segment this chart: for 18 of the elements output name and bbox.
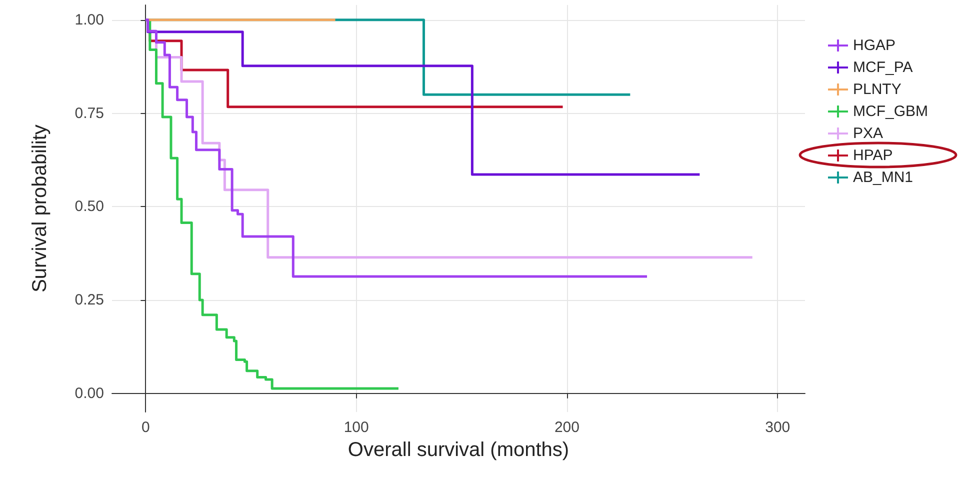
legend-label: HPAP	[853, 147, 893, 164]
y-tick-label: 0.50	[74, 198, 104, 216]
legend-label: MCF_PA	[853, 59, 913, 76]
y-tick-label: 0.25	[74, 291, 104, 308]
legend-label: PLNTY	[853, 81, 902, 98]
y-tick-label: 1.00	[74, 11, 104, 28]
y-axis-title: Survival probability	[29, 124, 51, 292]
x-tick-label: 300	[765, 419, 790, 436]
x-tick-label: 200	[554, 419, 580, 436]
y-tick-label: 0.75	[74, 104, 104, 122]
x-tick-label: 0	[142, 419, 150, 436]
y-tick-label: 0.00	[74, 384, 104, 402]
legend-label: PXA	[853, 125, 884, 142]
legend-label: AB_MN1	[853, 169, 914, 186]
x-axis-title: Overall survival (months)	[348, 439, 570, 461]
x-tick-label: 100	[344, 419, 369, 436]
legend-label: HGAP	[853, 37, 896, 54]
legend-label: MCF_GBM	[853, 103, 928, 120]
